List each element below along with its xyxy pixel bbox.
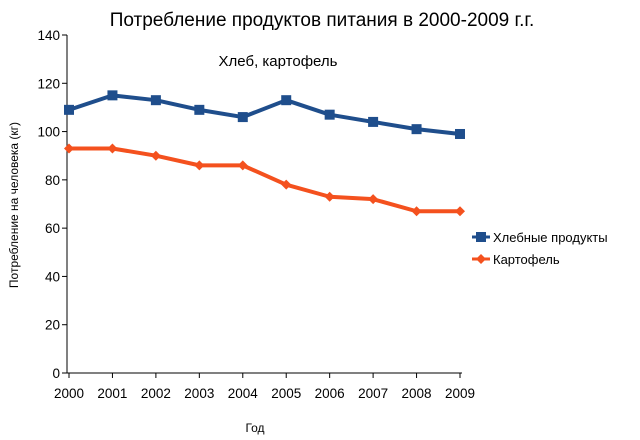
legend-marker-bread: [476, 232, 486, 242]
data-point-potato: [107, 143, 117, 153]
data-point-potato: [151, 151, 161, 161]
legend-marker-potato: [476, 254, 486, 264]
y-tick-label: 100: [37, 125, 60, 140]
x-tick-label: 2009: [445, 386, 475, 401]
plot-area: [64, 90, 465, 216]
data-point-bread: [455, 129, 465, 139]
data-point-potato: [412, 206, 422, 216]
data-point-bread: [238, 112, 248, 122]
data-point-bread: [412, 124, 422, 134]
y-tick-label: 120: [37, 76, 60, 91]
y-tick-label: 40: [45, 269, 60, 284]
y-tick-label: 0: [52, 366, 60, 381]
legend: Хлебные продукты Картофель: [472, 230, 608, 267]
data-point-potato: [194, 160, 204, 170]
y-tick-label: 80: [45, 173, 60, 188]
data-point-potato: [64, 143, 74, 153]
chart-title: Потребление продуктов питания в 2000-200…: [110, 10, 535, 31]
data-point-bread: [368, 117, 378, 127]
y-ticks: 0 20 40 60 80 100 120 140: [37, 28, 67, 381]
x-tick-label: 2003: [184, 386, 214, 401]
y-axis-label: Потребление на человека (кг): [7, 122, 21, 288]
x-tick-label: 2008: [402, 386, 432, 401]
data-point-bread: [107, 90, 117, 100]
x-tick-label: 2000: [54, 386, 84, 401]
legend-label-bread: Хлебные продукты: [493, 230, 608, 245]
x-tick-label: 2002: [141, 386, 171, 401]
data-point-bread: [194, 105, 204, 115]
x-tick-label: 2001: [97, 386, 127, 401]
series-line-bread: [69, 95, 460, 134]
data-point-bread: [151, 95, 161, 105]
x-tick-label: 2004: [228, 386, 259, 401]
data-point-potato: [455, 206, 465, 216]
legend-label-potato: Картофель: [493, 252, 560, 267]
data-point-potato: [368, 194, 378, 204]
x-axis-label: Год: [245, 421, 264, 435]
x-tick-label: 2007: [358, 386, 388, 401]
data-point-bread: [281, 95, 291, 105]
x-tick-label: 2006: [315, 386, 345, 401]
data-point-potato: [325, 192, 335, 202]
y-tick-label: 20: [45, 318, 60, 333]
data-point-bread: [64, 105, 74, 115]
y-tick-label: 140: [37, 28, 60, 43]
x-ticks: 2000 2001 2002 2003 2004 2005 2006 2007 2008 2009: [54, 373, 475, 401]
series-line-potato: [69, 148, 460, 211]
chart-subtitle: Хлеб, картофель: [219, 53, 338, 70]
x-tick-label: 2005: [271, 386, 301, 401]
data-point-bread: [325, 110, 335, 120]
y-tick-label: 60: [45, 221, 60, 236]
